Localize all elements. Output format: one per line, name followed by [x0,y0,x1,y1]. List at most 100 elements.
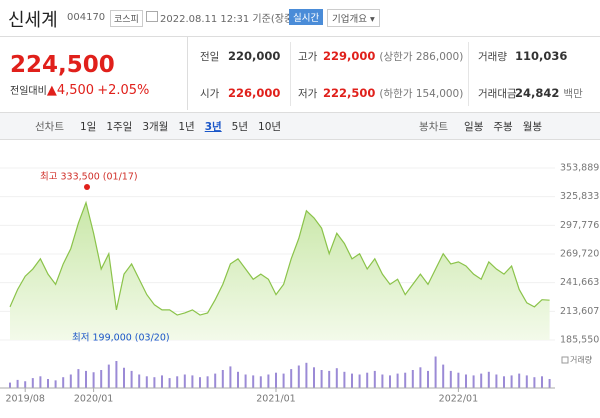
volume-bar [130,370,133,388]
y-tick-label: 213,607 [560,306,599,317]
volume-bar [244,374,247,388]
volume-bar [510,375,513,388]
quote-note: 백만 [563,88,583,100]
change-row: 전일대비▲4,500 +2.05% [10,82,149,98]
quote-value: 229,000 (상한가 286,000) [323,49,463,64]
volume-bar [9,382,11,388]
tab-bar [0,112,600,140]
divider [468,42,469,106]
high-marker [84,184,90,190]
volume-bar [191,375,194,388]
volume-bar [328,370,331,388]
volume-bar [221,370,224,388]
volume-bar [237,371,239,388]
quote-number: 222,500 [323,86,376,100]
quote-value: 24,842 백만 [515,86,583,101]
volume-bar [419,367,422,388]
volume-bar [69,374,72,388]
volume-legend-swatch [561,356,569,364]
volume-bar [275,372,277,388]
volume-bar [214,373,217,388]
volume-bar [252,375,255,388]
volume-bar [77,369,80,388]
volume-bar [176,376,179,388]
period-tab[interactable]: 3년 [204,121,222,133]
volume-bar [442,364,445,388]
period-tab[interactable]: 1주일 [106,121,133,133]
quote-number: 110,036 [515,49,568,63]
volume-bar [381,374,384,388]
divider [187,37,188,110]
price-line [9,200,550,316]
volume-bar [153,377,156,388]
volume-bar [47,379,49,388]
volume-label: 거래량 [570,355,593,365]
volume-bar [434,356,437,388]
volume-bar [145,376,148,388]
period-tab[interactable]: 1일 [79,121,97,133]
volume-bar [335,368,338,388]
volume-bar [389,375,391,388]
candle-tab[interactable]: 주봉 [493,121,513,133]
quote-note: (하한가 154,000) [379,88,464,100]
candle-tab[interactable]: 일봉 [464,121,484,133]
change-label: 전일대비 [10,86,47,97]
calendar-icon [146,11,158,22]
volume-bar [449,370,452,388]
volume-bar [480,373,483,388]
high-annotation: 최고 333,500 (01/17) [40,172,138,183]
divider [290,42,291,106]
price-area [10,202,550,340]
tabs: 선차트 1일 1주일 3개월 1년 3년 5년 10년 봉차트 일봉 주봉 월봉 [35,119,552,134]
volume-bar [404,372,407,388]
volume-bar [320,370,323,388]
tab-label: 봉차트 [419,121,449,133]
volume-bar [138,374,141,388]
quote-label: 시가 [200,88,220,100]
volume-bar [472,375,475,388]
volume-bar [457,372,460,388]
quote-label: 고가 [298,51,318,63]
quote-value: 222,500 (하한가 154,000) [323,86,463,101]
low-annotation: 최저 199,000 (03/20) [72,333,170,344]
chart: 185,550 213,607 241,663 269,720 297,776 325,8… [0,163,599,405]
volume-bar [373,370,376,388]
stock-code: 004170 [67,12,106,23]
volume-bar [199,377,201,388]
volume-bar [533,377,536,388]
x-tick-label: 2019/08 [5,394,44,405]
period-tab[interactable]: 10년 [258,121,282,133]
period-tab[interactable]: 5년 [231,121,249,133]
volume-bar [297,365,300,388]
candle-tab[interactable]: 월봉 [522,121,543,133]
quote-label: 거래대금 [478,88,517,100]
volume-bar [541,376,543,388]
company-info: 기업개요 [332,14,367,25]
stock-name: 신세계 [8,10,58,31]
volume-bar [100,370,103,388]
y-tick-label: 353,889 [560,163,599,174]
quote-number: 229,000 [323,49,376,63]
quote-label: 저가 [298,88,318,100]
volume-bar [39,376,42,388]
up-arrow: ▲ [46,83,57,98]
volume-bar [161,375,163,388]
x-tick-label: 2022/01 [439,394,478,405]
x-tick-label: 2020/01 [74,394,113,405]
quote-number: 24,842 [515,86,560,100]
period-tab[interactable]: 3개월 [142,121,169,133]
divider [0,36,600,37]
company-info-button[interactable]: 기업개요 ▾ [327,9,380,27]
volume-bar [343,371,346,388]
x-tick-label: 2021/01 [256,394,295,405]
volume-bar [290,369,293,388]
realtime-badge[interactable]: 실시간 [289,9,324,25]
volume-bar [518,373,521,388]
volume-bar [54,380,57,388]
volume-bar [411,370,414,388]
volume-bar [525,375,528,388]
y-tick-label: 297,776 [560,220,599,231]
tab-label: 선차트 [35,121,64,133]
volume-bar [358,374,361,388]
period-tab[interactable]: 1년 [178,121,195,133]
